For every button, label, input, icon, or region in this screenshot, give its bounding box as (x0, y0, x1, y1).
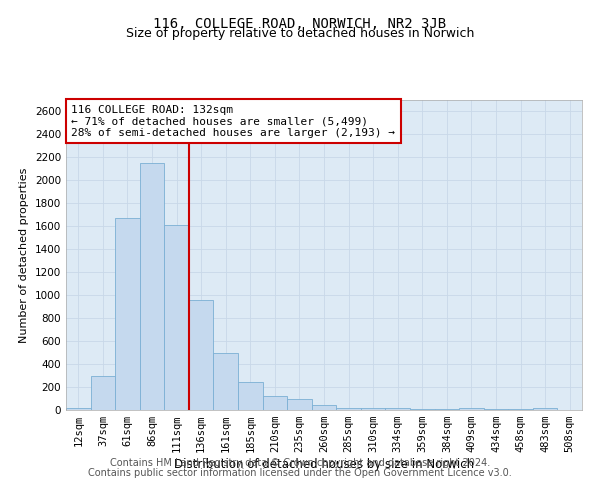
Y-axis label: Number of detached properties: Number of detached properties (19, 168, 29, 342)
Text: Contains public sector information licensed under the Open Government Licence v3: Contains public sector information licen… (88, 468, 512, 477)
Bar (214, 352, 238, 410)
Bar (66, 408, 91, 410)
X-axis label: Distribution of detached houses by size in Norwich: Distribution of detached houses by size … (174, 458, 474, 471)
Bar (263, 396, 287, 410)
Bar (410, 409, 434, 410)
Text: Size of property relative to detached houses in Norwich: Size of property relative to detached ho… (126, 28, 474, 40)
Text: 116, COLLEGE ROAD, NORWICH, NR2 3JB: 116, COLLEGE ROAD, NORWICH, NR2 3JB (154, 18, 446, 32)
Bar (312, 406, 336, 410)
Bar (238, 382, 263, 410)
Bar (287, 398, 312, 410)
Bar (189, 300, 214, 410)
Bar (164, 225, 189, 410)
Bar (336, 408, 361, 410)
Bar (361, 408, 385, 410)
Text: Contains HM Land Registry data © Crown copyright and database right 2024.: Contains HM Land Registry data © Crown c… (110, 458, 490, 468)
Bar (115, 218, 140, 410)
Bar (533, 408, 557, 410)
Bar (140, 163, 164, 410)
Bar (91, 376, 115, 410)
Bar (459, 408, 484, 410)
Bar (385, 408, 410, 410)
Text: 116 COLLEGE ROAD: 132sqm
← 71% of detached houses are smaller (5,499)
28% of sem: 116 COLLEGE ROAD: 132sqm ← 71% of detach… (71, 104, 395, 138)
